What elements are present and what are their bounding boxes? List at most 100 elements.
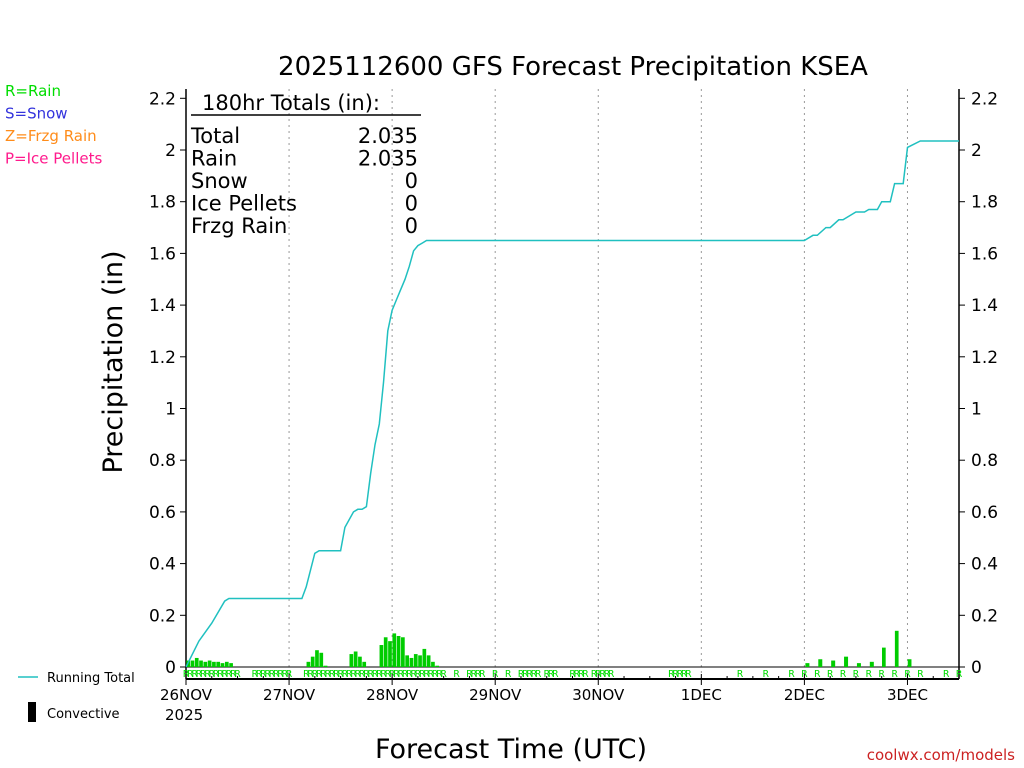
rain-marker: R — [552, 669, 559, 680]
rain-marker: R — [226, 669, 233, 680]
y-tick-label-left: 0.4 — [149, 555, 176, 575]
rain-marker: R — [415, 669, 422, 680]
gridlines — [288, 89, 908, 679]
precip-bar — [319, 652, 324, 667]
y-tick-label-left: 0 — [165, 658, 176, 678]
precip-bar — [207, 660, 212, 667]
totals-row-label: Snow — [191, 169, 248, 193]
rain-marker: R — [892, 669, 899, 680]
rain-marker: R — [548, 669, 555, 680]
precip-bar — [353, 651, 358, 667]
y-tick-label-left: 1.4 — [149, 296, 176, 316]
rain-marker: R — [866, 669, 873, 680]
totals-row-value: 2.035 — [358, 147, 418, 171]
totals-header: 180hr Totals (in): — [202, 91, 380, 115]
rain-marker: R — [342, 669, 349, 680]
rain-marker: R — [265, 669, 272, 680]
rain-marker: R — [505, 669, 512, 680]
rain-marker: R — [376, 669, 383, 680]
rain-marker: R — [685, 669, 692, 680]
rain-marker: R — [303, 669, 310, 680]
y-tick-label-right: 1.6 — [971, 244, 998, 264]
y-tick-label-left: 0.2 — [149, 606, 176, 626]
y-tick-label-left: 0.6 — [149, 503, 176, 523]
rain-marker: R — [260, 669, 267, 680]
site-credit: coolwx.com/models — [867, 746, 1015, 764]
rain-marker: R — [943, 669, 950, 680]
precip-bar — [362, 661, 367, 667]
x-tick-label: 1DEC — [681, 686, 722, 704]
precip-bar — [229, 663, 233, 667]
rain-marker: R — [385, 669, 392, 680]
rain-marker: R — [518, 669, 525, 680]
y-tick-label-left: 1 — [165, 400, 176, 420]
y-tick-label-right: 0.8 — [971, 451, 998, 471]
precip-bar — [190, 660, 195, 667]
convective-legend-swatch — [28, 702, 36, 722]
running-total-series — [185, 140, 959, 668]
rain-marker: R — [338, 669, 345, 680]
y-axis-label: Precipitation (in) — [98, 250, 129, 473]
rain-marker: R — [230, 669, 237, 680]
precip-bar — [435, 665, 440, 667]
precip-bar — [818, 659, 823, 667]
precip-bar — [869, 661, 874, 667]
convective-legend-label: Convective — [47, 707, 120, 722]
rain-marker: R — [432, 669, 439, 680]
x-tick-label: 3DEC — [887, 686, 928, 704]
precip-type-key-item: P=Ice Pellets — [5, 150, 102, 168]
y-tick-label-right: 0 — [971, 658, 982, 678]
rain-marker: R — [209, 669, 216, 680]
rain-marker: R — [789, 669, 796, 680]
rain-marker: R — [436, 669, 443, 680]
totals-row-value: 0 — [405, 169, 418, 193]
rain-marker: R — [814, 669, 821, 680]
x-axis-label: Forecast Time (UTC) — [375, 734, 647, 765]
y-tick-label-right: 1.2 — [971, 348, 998, 368]
rain-marker: R — [466, 669, 473, 680]
precip-bar — [831, 660, 836, 667]
rain-marker: R — [187, 669, 194, 680]
rain-marker: R — [316, 669, 323, 680]
rain-marker: R — [333, 669, 340, 680]
rain-marker: R — [582, 669, 589, 680]
precip-bar — [894, 630, 899, 667]
rain-marker: R — [574, 669, 581, 680]
y-tick-label-left: 1.8 — [149, 193, 176, 213]
precip-bar — [383, 637, 388, 667]
rain-marker: R — [604, 669, 611, 680]
rain-marker: R — [277, 669, 284, 680]
rain-marker: R — [522, 669, 529, 680]
totals-row-value: 0 — [405, 192, 418, 216]
rain-marker: R — [441, 669, 448, 680]
rain-marker: R — [256, 669, 263, 680]
rain-marker: R — [531, 669, 538, 680]
y-tick-label-right: 0.4 — [971, 555, 998, 575]
x-tick-label: 29NOV — [469, 686, 522, 704]
x-tick-label: 30NOV — [572, 686, 625, 704]
precip-bar — [413, 654, 418, 667]
rain-marker: R — [282, 669, 289, 680]
y-tick-label-right: 0.2 — [971, 606, 998, 626]
precip-type-key: R=Rain S=Snow Z=Frzg Rain P=Ice Pellets — [5, 82, 102, 168]
precip-bar — [199, 660, 203, 667]
y-tick-label-right: 2 — [971, 141, 982, 161]
rain-marker: R — [346, 669, 353, 680]
precip-type-key-item: Z=Frzg Rain — [5, 127, 97, 145]
rain-marker: R — [827, 669, 834, 680]
precip-bar — [220, 663, 225, 667]
precip-bar — [315, 650, 319, 667]
rain-marker: R — [673, 669, 680, 680]
rain-marker: R — [359, 669, 366, 680]
precip-bar — [405, 655, 410, 667]
rain-marker: R — [569, 669, 576, 680]
rain-marker: R — [527, 669, 534, 680]
rain-marker: R — [917, 669, 924, 680]
totals-row-label: Frzg Rain — [191, 214, 287, 238]
rain-marker: R — [591, 669, 598, 680]
rain-marker: R — [325, 669, 332, 680]
precip-bar — [310, 656, 315, 667]
running-total-legend-label: Running Total — [47, 671, 135, 686]
rain-marker: R — [372, 669, 379, 680]
